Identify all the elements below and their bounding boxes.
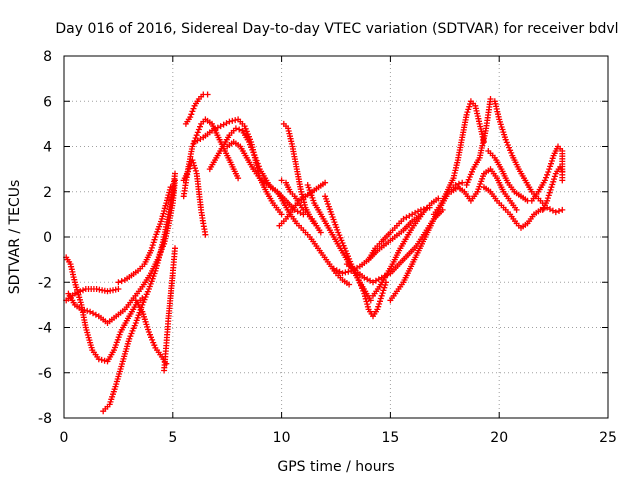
series-pass-24 [370, 195, 442, 299]
x-tick-label: 25 [599, 430, 617, 446]
y-tick-label: 6 [43, 94, 52, 110]
series-pass-9 [182, 91, 211, 127]
plus-markers [206, 125, 274, 191]
series-pass-31 [539, 163, 566, 213]
x-axis-ticks: 0 5 10 15 20 25 [60, 56, 617, 446]
y-tick-label: 4 [43, 140, 52, 156]
y-tick-label: 2 [43, 185, 52, 201]
y-axis-label: SDTVAR / TECUs [7, 180, 23, 295]
x-tick-label: 15 [381, 430, 399, 446]
y-tick-label: -4 [38, 321, 52, 337]
chart-title: Day 016 of 2016, Sidereal Day-to-day VTE… [55, 21, 618, 37]
series-pass-7 [161, 245, 178, 374]
series-pass-27 [463, 96, 546, 207]
series-pass-19 [322, 193, 389, 320]
x-tick-label: 10 [273, 430, 291, 446]
series-pass-25 [430, 98, 487, 218]
x-axis-label: GPS time / hours [277, 459, 394, 475]
y-axis-ticks: -8 -6 -4 -2 0 2 4 6 8 [38, 49, 608, 427]
plus-markers [485, 148, 531, 204]
series-pass-29 [485, 148, 531, 204]
x-tick-label: 5 [168, 430, 177, 446]
plus-markers [267, 184, 353, 288]
y-tick-label: -8 [38, 411, 52, 427]
series-pass-17 [278, 177, 324, 236]
series-pass-12 [206, 125, 274, 191]
series-pass-14 [267, 184, 353, 288]
plus-markers [278, 177, 324, 236]
y-tick-label: 8 [43, 49, 52, 65]
data-points [63, 91, 566, 415]
series-pass-26 [448, 166, 520, 213]
y-tick-label: -2 [38, 275, 52, 291]
plus-markers [161, 245, 178, 374]
plus-markers [180, 157, 209, 238]
plus-markers [539, 163, 566, 213]
plus-markers [370, 195, 442, 299]
series-pass-22 [365, 204, 433, 263]
plus-markers [182, 91, 211, 127]
series-pass-1 [63, 254, 146, 365]
plus-markers [448, 166, 520, 213]
plus-markers [481, 184, 566, 231]
series-pass-10 [180, 157, 209, 238]
plus-markers [463, 96, 546, 207]
x-tick-label: 20 [490, 430, 508, 446]
plus-markers [115, 184, 174, 286]
x-tick-label: 0 [60, 430, 69, 446]
plus-markers [365, 204, 433, 263]
plus-markers [430, 98, 487, 218]
y-tick-label: 0 [43, 230, 52, 246]
plus-markers [63, 254, 146, 365]
plus-markers [322, 193, 389, 320]
y-tick-label: -6 [38, 366, 52, 382]
series-pass-28 [481, 184, 566, 231]
series-pass-5 [115, 184, 174, 286]
